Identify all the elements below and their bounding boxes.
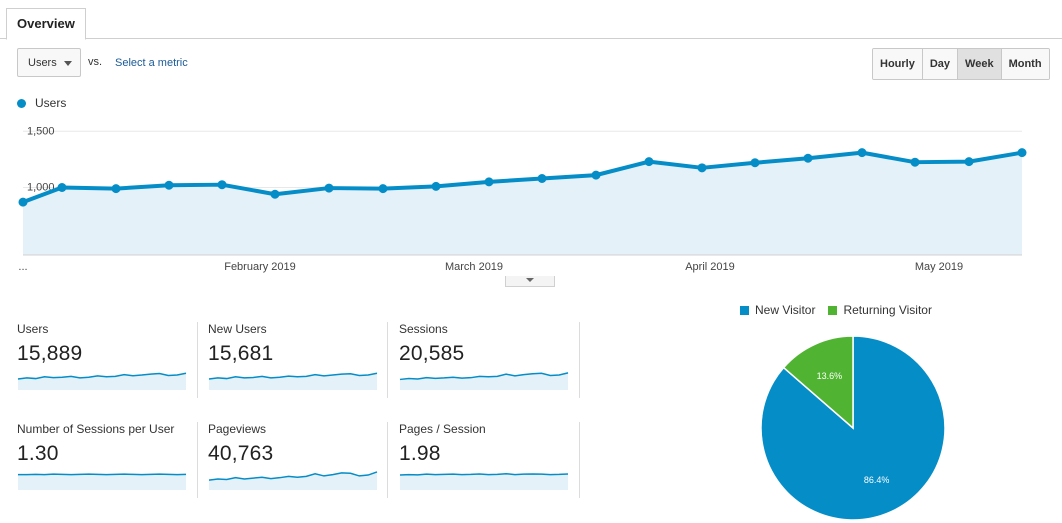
- chevron-down-icon: [64, 61, 72, 66]
- divider: [579, 322, 580, 398]
- divider: [197, 322, 198, 398]
- data-point: [591, 170, 601, 180]
- sparkline-line: [17, 372, 187, 380]
- metric-value: 20,585: [399, 342, 465, 365]
- sparkline-line: [208, 372, 378, 380]
- month-button[interactable]: Month: [1001, 49, 1049, 79]
- chart-legend: Users: [17, 96, 66, 110]
- metric-label: Number of Sessions per User: [17, 422, 175, 436]
- collapse-chart-button[interactable]: [505, 276, 555, 287]
- metric-select-value: Users: [28, 57, 57, 69]
- sparkline: [399, 372, 569, 390]
- vs-label: vs.: [88, 56, 103, 68]
- series-area: [23, 152, 1022, 255]
- metric-value: 15,681: [208, 342, 274, 365]
- legend-swatch-icon: [740, 305, 749, 315]
- legend-item-returning-visitor: Returning Visitor: [828, 303, 932, 317]
- x-tick-label: March 2019: [445, 261, 503, 273]
- pie-slice-label: 13.6%: [817, 371, 843, 381]
- sparkline-line: [208, 471, 378, 481]
- divider: [197, 422, 198, 498]
- metric-select[interactable]: Users: [17, 48, 81, 77]
- legend-label: Users: [35, 96, 67, 110]
- data-point: [18, 197, 28, 207]
- metric-pages-per-session: Pages / Session 1.98: [399, 422, 571, 494]
- pie-slice-label: 86.4%: [864, 475, 890, 485]
- data-point: [57, 183, 67, 192]
- legend-label: New Visitor: [755, 303, 816, 317]
- x-tick-label: ...: [18, 261, 27, 273]
- hourly-button[interactable]: Hourly: [873, 49, 923, 79]
- legend-swatch-icon: [828, 305, 838, 315]
- data-point: [537, 174, 547, 183]
- data-point: [111, 184, 121, 194]
- metric-label: Sessions: [399, 322, 448, 336]
- metric-value: 1.30: [17, 442, 59, 465]
- metric-sessions: Sessions 20,585: [399, 322, 571, 394]
- pie-legend: New Visitor Returning Visitor: [740, 303, 945, 317]
- data-point: [270, 189, 280, 199]
- metric-label: Pages / Session: [399, 422, 486, 436]
- chevron-down-icon: [526, 278, 534, 282]
- data-point: [697, 163, 707, 173]
- divider: [387, 422, 388, 498]
- data-point: [644, 157, 654, 167]
- sparkline: [208, 471, 378, 490]
- day-button[interactable]: Day: [922, 49, 959, 79]
- data-point: [964, 157, 974, 167]
- metric-label: Pageviews: [208, 422, 267, 436]
- sparkline: [17, 372, 187, 390]
- select-metric-link[interactable]: Select a metric: [115, 57, 188, 69]
- tab-overview[interactable]: Overview: [6, 8, 86, 40]
- sparkline-line: [399, 372, 569, 381]
- data-point: [484, 177, 494, 187]
- metric-label: Users: [17, 322, 49, 336]
- divider: [387, 322, 388, 398]
- sparkline-area: [209, 373, 377, 390]
- data-point: [217, 180, 227, 190]
- pie-slice-returning-visitor: [782, 335, 854, 430]
- metric-users: Users 15,889: [17, 322, 189, 394]
- metric-label: New Users: [208, 322, 267, 336]
- data-point: [750, 158, 760, 168]
- data-point: [324, 183, 334, 193]
- x-tick-label: May 2019: [915, 261, 963, 273]
- data-point: [803, 153, 813, 163]
- divider: [579, 422, 580, 498]
- data-point: [857, 148, 867, 158]
- sparkline-area: [18, 474, 186, 490]
- sparkline-line: [399, 472, 569, 476]
- y-tick-label: 1,000: [27, 182, 55, 194]
- data-point: [1017, 148, 1027, 158]
- metric-value: 40,763: [208, 442, 274, 465]
- visitor-pie-chart: 86.4% 13.6%: [760, 335, 946, 521]
- metric-pageviews: Pageviews 40,763: [208, 422, 380, 494]
- legend-dot-icon: [17, 98, 26, 108]
- series-line: [22, 150, 1023, 204]
- legend-item-new-visitor: New Visitor: [740, 303, 815, 317]
- data-point: [164, 180, 174, 190]
- data-point: [378, 184, 388, 194]
- legend-label: Returning Visitor: [843, 303, 932, 317]
- y-tick-label: 1,500: [27, 125, 55, 137]
- sparkline-area: [400, 372, 568, 390]
- x-tick-label: April 2019: [685, 261, 735, 273]
- sparkline: [399, 472, 569, 490]
- sparkline: [18, 473, 187, 490]
- sparkline: [208, 372, 378, 390]
- metric-value: 1.98: [399, 442, 441, 465]
- sparkline-area: [400, 473, 568, 490]
- sparkline-area: [209, 471, 377, 490]
- week-button[interactable]: Week: [958, 49, 1002, 79]
- x-tick-label: February 2019: [224, 261, 296, 273]
- granularity-toggle: Hourly Day Week Month: [872, 48, 1050, 80]
- metric-value: 15,889: [17, 342, 83, 365]
- data-point: [431, 181, 441, 191]
- tab-bar: Overview: [0, 0, 1062, 40]
- metric-sessions-per-user: Number of Sessions per User 1.30: [17, 422, 189, 494]
- metric-new-users: New Users 15,681: [208, 322, 380, 394]
- data-point: [910, 157, 920, 167]
